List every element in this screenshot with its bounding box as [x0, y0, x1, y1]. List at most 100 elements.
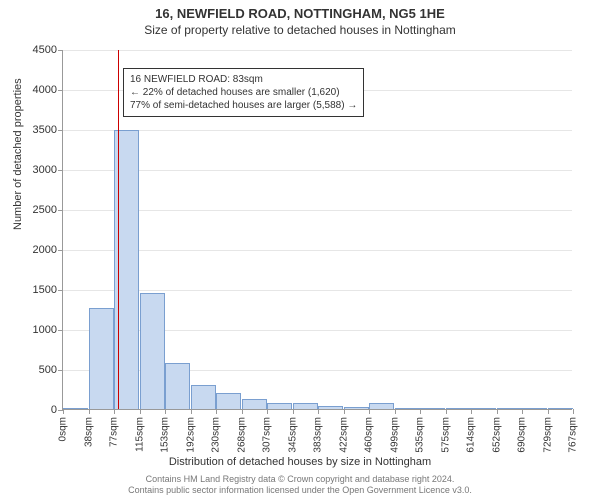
y-tick-mark	[58, 50, 63, 51]
x-tick-mark	[165, 409, 166, 414]
x-tick-mark	[573, 409, 574, 414]
x-tick-mark	[89, 409, 90, 414]
x-tick-label: 690sqm	[517, 417, 528, 453]
gridline	[63, 210, 572, 211]
histogram-bar	[242, 399, 267, 409]
y-tick-label: 2000	[33, 244, 57, 256]
x-tick-mark	[446, 409, 447, 414]
x-tick-label: 307sqm	[262, 417, 273, 453]
y-tick-label: 4000	[33, 84, 57, 96]
x-tick-label: 345sqm	[287, 417, 298, 453]
histogram-bar	[497, 408, 522, 409]
y-axis-label: Number of detached properties	[12, 78, 24, 230]
gridline	[63, 50, 572, 51]
x-tick-label: 729sqm	[542, 417, 553, 453]
x-tick-mark	[216, 409, 217, 414]
histogram-bar	[216, 393, 241, 409]
histogram-bar	[420, 408, 445, 409]
x-tick-label: 153sqm	[160, 417, 171, 453]
x-tick-mark	[267, 409, 268, 414]
x-tick-mark	[140, 409, 141, 414]
histogram-bar	[471, 408, 496, 409]
histogram-bar	[369, 403, 394, 409]
x-tick-label: 230sqm	[211, 417, 222, 453]
y-tick-mark	[58, 250, 63, 251]
x-tick-mark	[114, 409, 115, 414]
y-tick-label: 1500	[33, 284, 57, 296]
histogram-bar	[344, 407, 369, 409]
x-tick-mark	[369, 409, 370, 414]
x-tick-label: 652sqm	[491, 417, 502, 453]
x-tick-mark	[471, 409, 472, 414]
histogram-bar	[318, 406, 343, 409]
x-tick-label: 614sqm	[466, 417, 477, 453]
histogram-bar	[267, 403, 292, 409]
x-tick-mark	[63, 409, 64, 414]
reference-marker-line	[118, 50, 119, 409]
y-tick-label: 1000	[33, 324, 57, 336]
gridline	[63, 130, 572, 131]
histogram-bar	[522, 408, 547, 409]
annotation-line-1: 16 NEWFIELD ROAD: 83sqm	[130, 73, 357, 86]
y-tick-mark	[58, 330, 63, 331]
x-tick-label: 77sqm	[109, 417, 120, 447]
footer-line-2: Contains public sector information licen…	[0, 485, 600, 496]
x-tick-mark	[293, 409, 294, 414]
y-tick-label: 0	[51, 404, 57, 416]
y-tick-label: 3000	[33, 164, 57, 176]
footer-line-1: Contains HM Land Registry data © Crown c…	[0, 474, 600, 485]
x-tick-label: 422sqm	[338, 417, 349, 453]
histogram-bar	[548, 408, 573, 409]
histogram-bar	[140, 293, 165, 409]
x-tick-mark	[497, 409, 498, 414]
y-tick-label: 3500	[33, 124, 57, 136]
x-tick-mark	[318, 409, 319, 414]
histogram-bar	[89, 308, 114, 409]
x-tick-mark	[420, 409, 421, 414]
y-tick-mark	[58, 210, 63, 211]
y-tick-label: 4500	[33, 44, 57, 56]
x-tick-mark	[395, 409, 396, 414]
histogram-bar	[63, 408, 88, 409]
x-tick-label: 115sqm	[134, 417, 145, 452]
histogram-bar	[191, 385, 216, 409]
x-tick-label: 460sqm	[364, 417, 375, 453]
chart-container: 16, NEWFIELD ROAD, NOTTINGHAM, NG5 1HE S…	[0, 0, 600, 500]
x-tick-label: 575sqm	[440, 417, 451, 453]
annotation-line-2: ← 22% of detached houses are smaller (1,…	[130, 86, 357, 99]
chart-subtitle: Size of property relative to detached ho…	[0, 21, 600, 37]
annotation-box: 16 NEWFIELD ROAD: 83sqm ← 22% of detache…	[123, 68, 364, 117]
histogram-bar	[395, 408, 420, 409]
chart-title: 16, NEWFIELD ROAD, NOTTINGHAM, NG5 1HE	[0, 0, 600, 21]
histogram-bar	[293, 403, 318, 409]
y-tick-mark	[58, 170, 63, 171]
x-tick-label: 767sqm	[568, 417, 579, 453]
y-tick-mark	[58, 90, 63, 91]
x-tick-mark	[191, 409, 192, 414]
x-tick-label: 38sqm	[83, 417, 94, 447]
x-tick-label: 499sqm	[389, 417, 400, 453]
y-tick-label: 500	[39, 364, 57, 376]
x-tick-label: 535sqm	[415, 417, 426, 453]
y-tick-mark	[58, 130, 63, 131]
x-tick-mark	[242, 409, 243, 414]
x-tick-mark	[522, 409, 523, 414]
x-tick-label: 192sqm	[185, 417, 196, 453]
x-tick-mark	[344, 409, 345, 414]
footer-attribution: Contains HM Land Registry data © Crown c…	[0, 474, 600, 496]
histogram-bar	[165, 363, 190, 409]
x-tick-label: 383sqm	[313, 417, 324, 453]
y-tick-mark	[58, 370, 63, 371]
plot-area: 0500100015002000250030003500400045000sqm…	[62, 50, 572, 410]
x-tick-mark	[548, 409, 549, 414]
annotation-line-3: 77% of semi-detached houses are larger (…	[130, 99, 357, 112]
x-tick-label: 268sqm	[236, 417, 247, 453]
x-axis-label: Distribution of detached houses by size …	[0, 456, 600, 468]
gridline	[63, 250, 572, 251]
histogram-bar	[446, 408, 471, 409]
y-tick-label: 2500	[33, 204, 57, 216]
gridline	[63, 170, 572, 171]
y-tick-mark	[58, 290, 63, 291]
gridline	[63, 290, 572, 291]
x-tick-label: 0sqm	[58, 417, 69, 441]
